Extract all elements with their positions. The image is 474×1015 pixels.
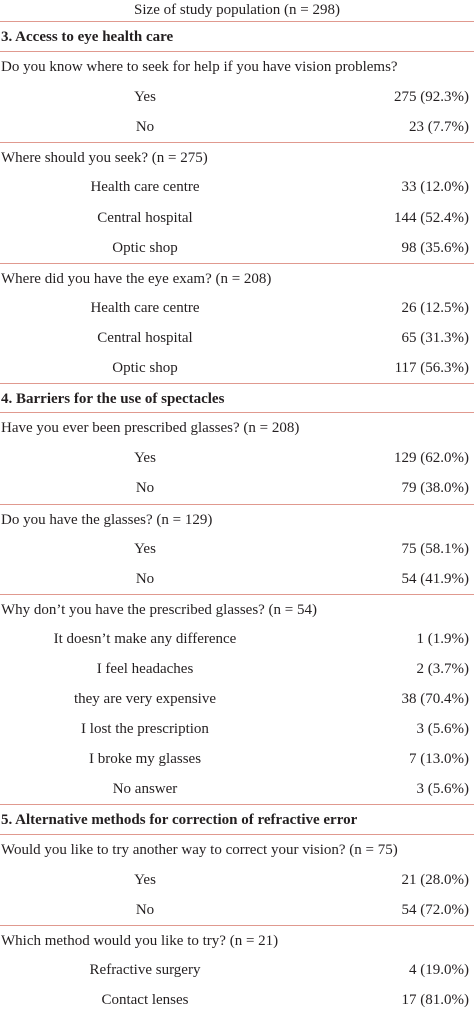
answer-row: No 54 (72.0%) — [0, 895, 474, 925]
answer-value: 23 (7.7%) — [409, 119, 469, 136]
answer-value: 2 (3.7%) — [416, 660, 470, 677]
answer-label: Optic shop — [112, 239, 178, 256]
answer-label: No — [135, 570, 155, 587]
answer-value: 54 (41.9%) — [401, 570, 470, 587]
question-row: Would you like to try another way to cor… — [0, 835, 474, 865]
answer-label: Optic shop — [112, 360, 178, 377]
answer-row: No answer 3 (5.6%) — [0, 774, 474, 804]
answer-row: I feel headaches 2 (3.7%) — [0, 654, 474, 684]
answer-row: I lost the prescription 3 (5.6%) — [0, 714, 474, 744]
answer-label: I broke my glasses — [88, 751, 202, 768]
answer-value: 21 (28.0%) — [401, 871, 470, 888]
answer-row: Central hospital 144 (52.4%) — [0, 203, 474, 233]
question-text: Would you like to try another way to cor… — [1, 841, 398, 858]
section-heading: 5. Alternative methods for correction of… — [1, 812, 358, 829]
answer-row: No 79 (38.0%) — [0, 473, 474, 503]
answer-value: 3 (5.6%) — [416, 721, 470, 738]
section-heading-row: 5. Alternative methods for correction of… — [0, 804, 474, 835]
answer-row: Yes 21 (28.0%) — [0, 865, 474, 895]
answer-label: I feel headaches — [96, 660, 194, 677]
answer-label: Refractive surgery — [89, 961, 201, 978]
answer-row: No 54 (41.9%) — [0, 564, 474, 594]
answer-row: No 23 (7.7%) — [0, 112, 474, 142]
answer-label: Central hospital — [97, 329, 193, 346]
answer-value: 33 (12.0%) — [401, 179, 470, 196]
question-row: Do you know where to seek for help if yo… — [0, 52, 474, 82]
answer-row: Health care centre 33 (12.0%) — [0, 172, 474, 202]
answer-value: 98 (35.6%) — [401, 239, 470, 256]
answer-value: 65 (31.3%) — [401, 329, 470, 346]
question-text: Where did you have the eye exam? (n = 20… — [1, 270, 272, 287]
answer-row: It doesn’t make any difference 1 (1.9%) — [0, 624, 474, 654]
question-text: Where should you seek? (n = 275) — [1, 150, 208, 167]
question-text: Do you have the glasses? (n = 129) — [1, 511, 213, 528]
answer-value: 54 (72.0%) — [401, 901, 470, 918]
question-row: Have you ever been prescribed glasses? (… — [0, 413, 474, 443]
answer-value: 144 (52.4%) — [394, 209, 469, 226]
question-row: Where did you have the eye exam? (n = 20… — [0, 262, 474, 293]
answer-row: Yes 275 (92.3%) — [0, 82, 474, 112]
question-row: Do you have the glasses? (n = 129) — [0, 503, 474, 534]
question-text: Which method would you like to try? (n =… — [1, 932, 279, 949]
answer-value: 75 (58.1%) — [401, 540, 470, 557]
answer-row: Yes 75 (58.1%) — [0, 534, 474, 564]
answer-row: Refractive surgery 4 (19.0%) — [0, 955, 474, 985]
answer-value: 79 (38.0%) — [401, 480, 470, 497]
answer-label: No — [135, 901, 155, 918]
answer-value: 38 (70.4%) — [401, 691, 470, 708]
answer-value: 7 (13.0%) — [409, 751, 469, 768]
answer-label: they are very expensive — [73, 691, 217, 708]
question-text: Have you ever been prescribed glasses? (… — [1, 420, 300, 437]
section-heading-row: 4. Barriers for the use of spectacles — [0, 383, 474, 414]
answer-row: Optic shop 117 (56.3%) — [0, 353, 474, 383]
table-body: 3. Access to eye health care Do you know … — [0, 22, 474, 1015]
answer-label: Central hospital — [97, 209, 193, 226]
section-heading: 3. Access to eye health care — [1, 29, 174, 45]
answer-row: Contact lenses 17 (81.0%) — [0, 985, 474, 1015]
answer-value: 4 (19.0%) — [409, 961, 469, 978]
answer-row: Health care centre 26 (12.5%) — [0, 293, 474, 323]
answer-value: 26 (12.5%) — [401, 299, 470, 316]
answer-value: 129 (62.0%) — [394, 450, 469, 467]
section-heading-row: 3. Access to eye health care — [0, 22, 474, 53]
answer-label: Health care centre — [90, 299, 200, 316]
answer-value: 3 (5.6%) — [416, 781, 470, 798]
answer-label: Yes — [134, 871, 156, 888]
answer-label: No — [135, 480, 155, 497]
answer-row: I broke my glasses 7 (13.0%) — [0, 744, 474, 774]
study-population-header: Size of study population (n = 298) — [134, 2, 340, 18]
answer-label: No answer — [112, 781, 178, 798]
answer-label: Yes — [134, 450, 156, 467]
answer-row: Optic shop 98 (35.6%) — [0, 233, 474, 263]
answer-value: 117 (56.3%) — [394, 360, 469, 377]
question-row: Which method would you like to try? (n =… — [0, 924, 474, 955]
answer-row: they are very expensive 38 (70.4%) — [0, 684, 474, 714]
answer-value: 17 (81.0%) — [401, 992, 470, 1008]
question-text: Do you know where to seek for help if yo… — [1, 59, 398, 76]
answer-row: Central hospital 65 (31.3%) — [0, 323, 474, 353]
question-text: Why don’t you have the prescribed glasse… — [1, 601, 318, 618]
answer-row: Yes 129 (62.0%) — [0, 443, 474, 473]
answer-value: 275 (92.3%) — [394, 89, 469, 106]
answer-label: I lost the prescription — [81, 721, 209, 738]
answer-label: Health care centre — [90, 179, 200, 196]
answer-label: No — [135, 119, 155, 136]
answer-value: 1 (1.9%) — [416, 630, 470, 647]
answer-label: Yes — [134, 540, 156, 557]
answer-label: Contact lenses — [101, 992, 189, 1008]
answer-label: It doesn’t make any difference — [53, 630, 237, 647]
section-heading: 4. Barriers for the use of spectacles — [1, 391, 225, 408]
table-header-row: Size of study population (n = 298) — [0, 0, 474, 22]
question-row: Why don’t you have the prescribed glasse… — [0, 593, 474, 624]
question-row: Where should you seek? (n = 275) — [0, 142, 474, 172]
answer-label: Yes — [134, 89, 156, 106]
